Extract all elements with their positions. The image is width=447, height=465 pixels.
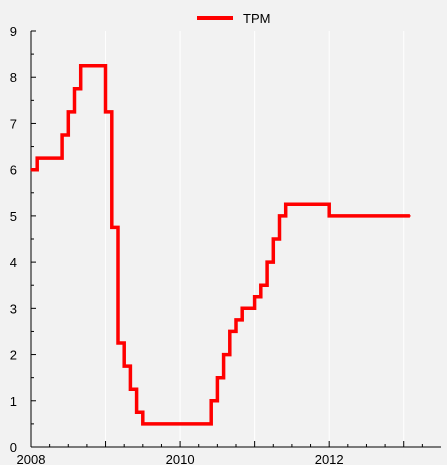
data-point-tpm-24 xyxy=(278,215,281,217)
data-point-tpm-16 xyxy=(222,353,225,356)
data-point-tpm-18 xyxy=(235,319,237,321)
data-point-tpm-0 xyxy=(30,168,32,171)
data-point-tpm-1 xyxy=(36,157,39,159)
y-tick-label-6: 6 xyxy=(10,163,17,178)
data-point-tpm-5 xyxy=(79,64,82,67)
y-tick-label-5: 5 xyxy=(10,209,17,224)
data-point-tpm-14 xyxy=(210,399,212,402)
data-point-tpm-3 xyxy=(67,111,70,113)
data-point-tpm-10 xyxy=(123,365,125,367)
data-point-tpm-13 xyxy=(142,423,144,425)
y-tick-label-1: 1 xyxy=(10,394,17,409)
data-point-tpm-23 xyxy=(272,238,275,240)
data-point-tpm-9 xyxy=(117,342,119,344)
y-tick-label-9: 9 xyxy=(10,24,17,39)
data-point-tpm-20 xyxy=(253,295,256,298)
y-tick-label-7: 7 xyxy=(10,116,17,131)
y-tick-label-8: 8 xyxy=(10,70,17,85)
data-point-tpm-25 xyxy=(284,203,287,206)
x-tick-label-2010: 2010 xyxy=(166,452,195,465)
data-point-tpm-8 xyxy=(110,226,113,229)
series-layer xyxy=(30,63,411,426)
plot-area xyxy=(31,31,441,447)
data-point-tpm-26 xyxy=(328,215,330,217)
data-point-tpm-12 xyxy=(135,411,138,414)
data-point-tpm-19 xyxy=(241,307,244,310)
x-tick-label-2008: 2008 xyxy=(17,452,46,465)
data-point-tpm-22 xyxy=(266,261,268,263)
data-point-tpm-17 xyxy=(228,330,231,333)
data-point-tpm-27 xyxy=(409,215,411,217)
y-tick-label-3: 3 xyxy=(10,301,17,316)
grid-lines xyxy=(105,31,405,447)
data-point-tpm-4 xyxy=(73,87,76,90)
data-point-tpm-11 xyxy=(129,388,132,391)
y-tick-label-2: 2 xyxy=(10,348,17,363)
data-point-tpm-6 xyxy=(86,64,88,67)
y-axis-ticks: 0 1 2 3 4 5 6 7 8 9 xyxy=(10,24,36,455)
data-point-tpm-21 xyxy=(260,284,262,287)
y-tick-label-0: 0 xyxy=(10,440,17,455)
legend-label-tpm: TPM xyxy=(243,11,270,26)
data-point-tpm-2 xyxy=(61,134,63,136)
x-tick-label-2012: 2012 xyxy=(315,452,344,465)
data-point-tpm-15 xyxy=(216,376,219,379)
x-axis-ticks: 2008 2010 2012 xyxy=(17,441,423,465)
series-line-tpm xyxy=(31,63,410,426)
y-tick-label-4: 4 xyxy=(10,255,17,270)
legend: TPM xyxy=(197,11,270,26)
data-point-tpm-7 xyxy=(104,111,107,113)
